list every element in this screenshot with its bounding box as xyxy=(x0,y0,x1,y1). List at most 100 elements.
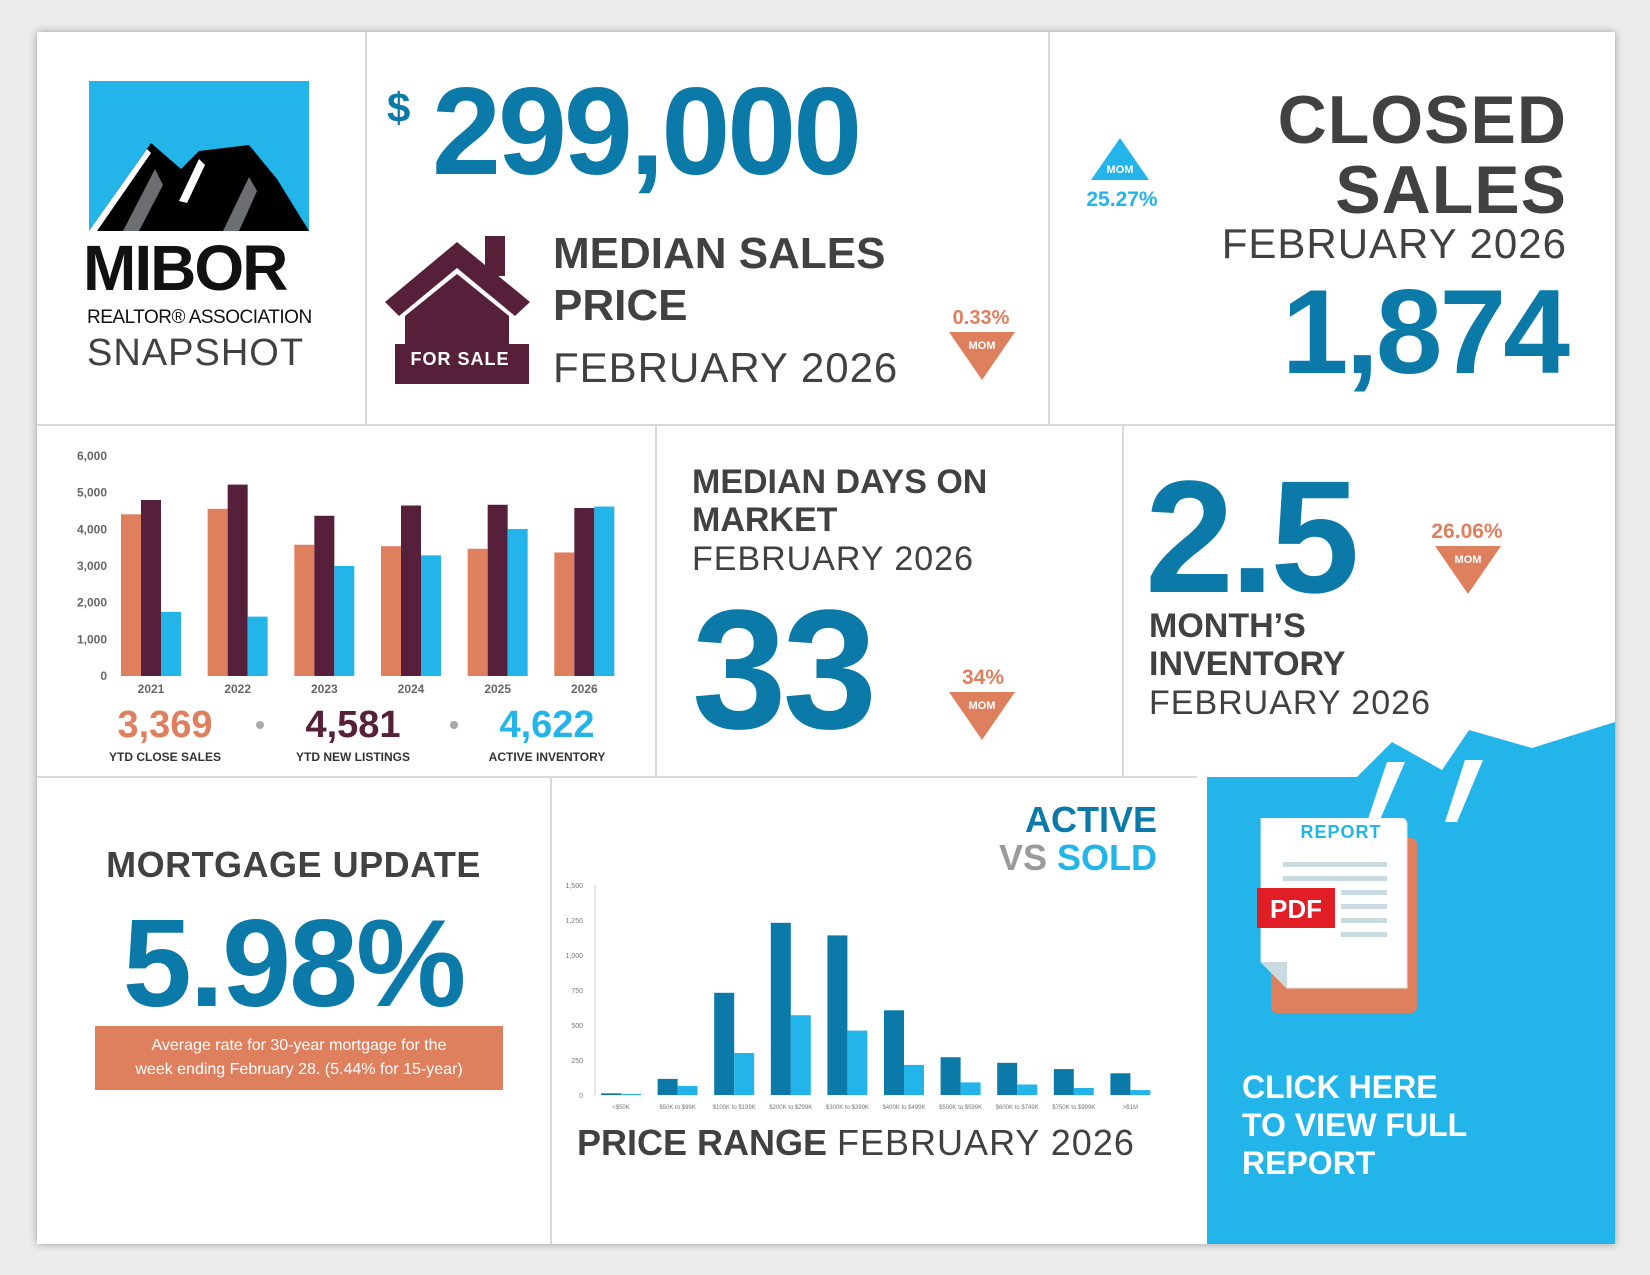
dom-mom: MOM xyxy=(968,700,996,712)
ytd-new-listings-value: 4,581 xyxy=(305,704,401,746)
bar-sold-1 xyxy=(677,1085,698,1095)
bar-sold-0 xyxy=(621,1093,641,1095)
logo-subtitle: REALTOR® ASSOCIATION xyxy=(87,307,312,328)
dom-title-2: MARKET xyxy=(692,501,838,539)
bar-active-3 xyxy=(770,922,791,1095)
active-inventory-label: ACTIVE INVENTORY xyxy=(488,750,606,764)
legend-active: ACTIVE xyxy=(1024,799,1157,840)
bar-1-2023 xyxy=(314,515,335,676)
house-icon xyxy=(385,232,530,387)
divider-row1 xyxy=(37,424,1615,426)
ytd-close-sales-value: 3,369 xyxy=(117,704,213,746)
x-tick-label: 2026 xyxy=(571,682,598,696)
y-tick-label: 1,000 xyxy=(77,632,107,646)
median-price-value: 299,000 xyxy=(432,63,862,201)
ytd-close-sales-label: YTD CLOSE SALES xyxy=(108,750,221,764)
price-range-bar-chart: 1,500 1,250 1,000 750 500 250 0 <$50K $50K to $9… xyxy=(565,883,1151,1111)
legend-vs: VS xyxy=(998,837,1047,878)
bar-sold-5 xyxy=(904,1064,924,1095)
bar-1-2021 xyxy=(141,500,161,676)
inventory-title-1: MONTH’S xyxy=(1149,607,1306,645)
separator-dot-1 xyxy=(256,721,264,729)
down-triangle-icon xyxy=(949,332,1015,382)
price-range-footer: PRICE RANGE FEBRUARY 2026 xyxy=(577,1122,1135,1164)
bar-1-2022 xyxy=(227,484,248,676)
dom-period: FEBRUARY 2026 xyxy=(692,540,974,578)
divider-v1 xyxy=(365,32,367,425)
dom-value: 33 xyxy=(692,575,877,765)
bar-sold-6 xyxy=(960,1082,981,1095)
inventory-mom: MOM xyxy=(1454,554,1482,566)
pdf-badge: PDF xyxy=(1270,894,1322,924)
y-tick-label: 6,000 xyxy=(77,449,107,463)
y-tick-label: 4,000 xyxy=(77,522,107,536)
bar-1-2026 xyxy=(574,508,595,676)
bar-active-9 xyxy=(1110,1073,1131,1095)
bar-0-2023 xyxy=(294,544,315,676)
bar-2-2025 xyxy=(507,528,528,676)
bar-active-5 xyxy=(884,1010,904,1095)
pdf-document-icon xyxy=(1257,818,1417,1013)
view-full-report-button[interactable]: REPORT PDF CLICK HERE TO VIEW FULL REPOR… xyxy=(1207,722,1615,1244)
x-tick-label: $100K to $199K xyxy=(713,1105,756,1111)
y-tick-label: 1,500 xyxy=(565,883,583,890)
x-tick-label: 2021 xyxy=(138,682,165,696)
y-tick-label: 750 xyxy=(571,988,583,995)
bar-2-2023 xyxy=(334,566,355,676)
ytd-bar-chart: 6,000 5,000 4,000 3,000 2,000 1,000 0 2021 2022 2… xyxy=(77,449,615,696)
x-tick-label: 2024 xyxy=(398,682,425,696)
bar-0-2025 xyxy=(467,548,488,676)
bar-sold-8 xyxy=(1073,1088,1094,1095)
median-price-period: FEBRUARY 2026 xyxy=(553,344,899,391)
bar-2-2026 xyxy=(594,506,615,676)
y-tick-label: 3,000 xyxy=(77,559,107,573)
y-tick-label: 500 xyxy=(571,1023,583,1030)
divider-v5 xyxy=(550,777,552,1244)
bar-active-6 xyxy=(940,1057,961,1095)
report-doc-title: REPORT xyxy=(1300,822,1382,842)
bar-sold-7 xyxy=(1017,1084,1038,1095)
x-tick-label: <$50K xyxy=(612,1105,630,1111)
x-tick-label: $600K to $749K xyxy=(996,1105,1039,1111)
x-tick-label: $750K to $999K xyxy=(1052,1105,1095,1111)
y-tick-label: 1,000 xyxy=(565,953,583,960)
price-currency: $ xyxy=(387,84,411,131)
mibor-logo xyxy=(89,81,309,231)
x-tick-label: $500K to $599K xyxy=(939,1105,982,1111)
y-tick-label: 250 xyxy=(571,1058,583,1065)
dom-title-1: MEDIAN DAYS ON xyxy=(692,463,988,501)
x-tick-label: 2025 xyxy=(484,682,511,696)
snapshot-label: SNAPSHOT xyxy=(87,332,305,374)
closed-sales-mom: MOM xyxy=(1106,164,1134,176)
bar-active-8 xyxy=(1053,1069,1074,1095)
mortgage-note-line-2: week ending February 28. (5.44% for 15-y… xyxy=(135,1061,463,1078)
closed-sales-change: 25.27% xyxy=(1086,188,1158,211)
up-triangle-icon xyxy=(1091,138,1149,180)
divider-row2 xyxy=(37,776,1197,778)
x-tick-label: $50K to $99K xyxy=(659,1105,695,1111)
price-range-footer-bold: PRICE RANGE xyxy=(577,1122,828,1163)
median-price-mom: MOM xyxy=(968,340,996,352)
y-tick-label: 2,000 xyxy=(77,596,107,610)
x-tick-label: 2023 xyxy=(311,682,338,696)
bar-active-4 xyxy=(827,935,848,1095)
mortgage-rate-value: 5.98% xyxy=(122,895,467,1033)
bar-sold-9 xyxy=(1130,1090,1151,1095)
bar-2-2022 xyxy=(247,616,268,676)
x-tick-label: 2022 xyxy=(224,682,251,696)
y-tick-label: 0 xyxy=(100,669,107,683)
closed-sales-value: 1,874 xyxy=(1281,265,1570,399)
snapshot-card: MIBOR REALTOR® ASSOCIATION SNAPSHOT $ 29… xyxy=(37,32,1615,1244)
bar-sold-2 xyxy=(734,1053,755,1095)
cta-line-3: REPORT xyxy=(1242,1145,1376,1181)
bar-sold-4 xyxy=(847,1030,868,1095)
bar-active-7 xyxy=(997,1062,1018,1095)
bar-2-2024 xyxy=(421,555,441,676)
x-tick-label: $400K to $499K xyxy=(882,1105,925,1111)
y-tick-label: 0 xyxy=(579,1093,583,1100)
bar-2-2021 xyxy=(161,611,181,676)
logo-wordmark: MIBOR xyxy=(83,232,288,304)
bar-active-2 xyxy=(714,992,735,1095)
bar-active-0 xyxy=(601,1093,621,1095)
x-tick-label: >$1M xyxy=(1123,1105,1138,1111)
